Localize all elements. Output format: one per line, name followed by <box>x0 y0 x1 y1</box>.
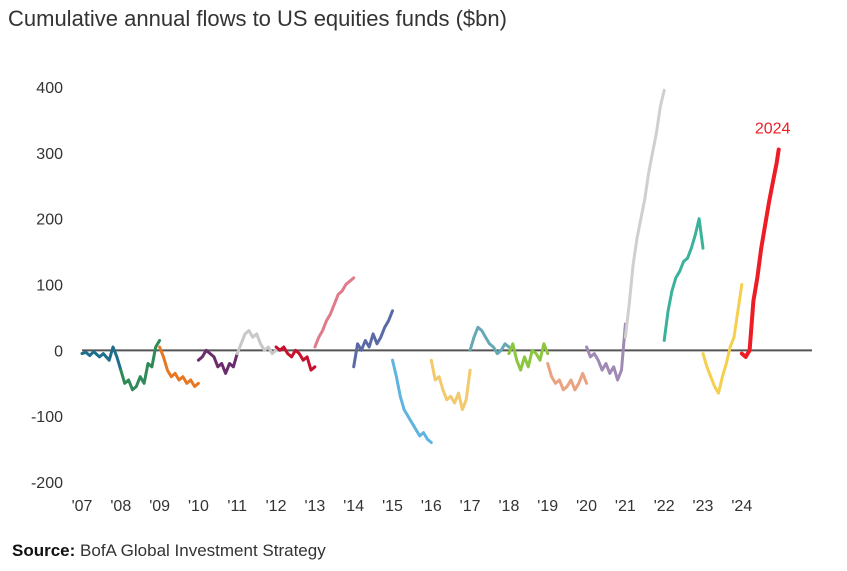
y-tick-label: 100 <box>36 278 63 295</box>
y-tick-label: 300 <box>36 146 63 163</box>
x-axis-ticks: '07 '08 '09 '10 '11 '12 '13 '14 '15 '16 '17 '18 '19 '… <box>72 498 753 515</box>
x-tick-label: '24 <box>731 498 752 515</box>
x-tick-label: '16 <box>421 498 442 515</box>
x-tick-label: '14 <box>343 498 364 515</box>
series-line <box>585 322 627 382</box>
x-tick-label: '07 <box>72 498 93 515</box>
x-tick-label: '17 <box>460 498 481 515</box>
x-tick-label: '10 <box>188 498 209 515</box>
y-tick-label: -100 <box>31 409 63 426</box>
series-line <box>546 362 589 392</box>
series-line <box>196 348 239 375</box>
x-tick-label: '13 <box>304 498 325 515</box>
y-tick-label: 400 <box>36 80 63 97</box>
series-line <box>739 147 781 359</box>
source-note: Source: BofA Global Investment Strategy <box>12 541 326 561</box>
series-line <box>80 345 123 372</box>
y-tick-label: 200 <box>36 212 63 229</box>
series-line <box>158 345 200 388</box>
series-line <box>352 309 394 369</box>
x-tick-label: '09 <box>149 498 170 515</box>
series-line <box>391 358 433 444</box>
x-tick-label: '19 <box>537 498 558 515</box>
chart-title: Cumulative annual flows to US equities f… <box>8 6 507 31</box>
x-tick-label: '11 <box>227 498 247 515</box>
x-tick-label: '22 <box>654 498 675 515</box>
y-tick-label: -200 <box>31 475 63 492</box>
x-tick-label: '18 <box>498 498 519 515</box>
x-tick-label: '23 <box>693 498 714 515</box>
x-tick-label: '20 <box>576 498 597 515</box>
series-line <box>623 88 666 339</box>
series-line <box>119 339 162 392</box>
series-line <box>313 276 356 349</box>
series-line <box>429 358 472 412</box>
y-axis-ticks: 400 300 200 100 0 -100 -200 <box>31 80 63 492</box>
line-chart: 400 300 200 100 0 -100 -200 '07 '08 '09 '10 '11 '12… <box>31 80 812 515</box>
x-tick-label: '12 <box>266 498 287 515</box>
series-line <box>274 345 317 372</box>
series-line <box>468 325 511 356</box>
series-line <box>662 217 705 342</box>
annotation-2024: 2024 <box>755 121 791 138</box>
series-line <box>507 342 550 372</box>
series-lines <box>80 88 781 444</box>
series-line <box>701 283 744 395</box>
x-tick-label: '08 <box>110 498 131 515</box>
series-line <box>235 329 278 356</box>
source-text: BofA Global Investment Strategy <box>80 541 326 560</box>
x-tick-label: '15 <box>382 498 403 515</box>
source-label: Source: <box>12 541 76 560</box>
x-tick-label: '21 <box>615 498 636 515</box>
y-tick-label: 0 <box>54 343 63 360</box>
